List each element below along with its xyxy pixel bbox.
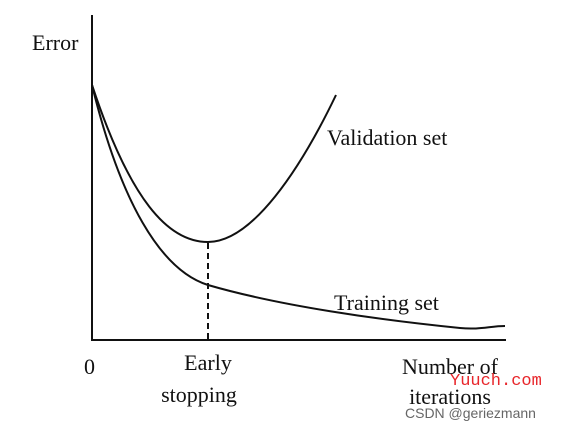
marker-label: stopping [161, 382, 237, 407]
watermark: Yuuch.com [450, 372, 542, 391]
x-axis-label: iterations [409, 384, 491, 409]
training-curve [91, 84, 506, 330]
curve-label: Validation set [327, 125, 447, 150]
watermark: CSDN @geriezmann [405, 405, 536, 421]
validation-curve [91, 84, 337, 244]
origin-label: 0 [84, 354, 95, 379]
curve-label: Training set [334, 290, 439, 315]
y-axis-label: Error [32, 30, 79, 55]
marker-label: Early [184, 350, 232, 375]
x-axis-label: Number of [402, 354, 499, 379]
